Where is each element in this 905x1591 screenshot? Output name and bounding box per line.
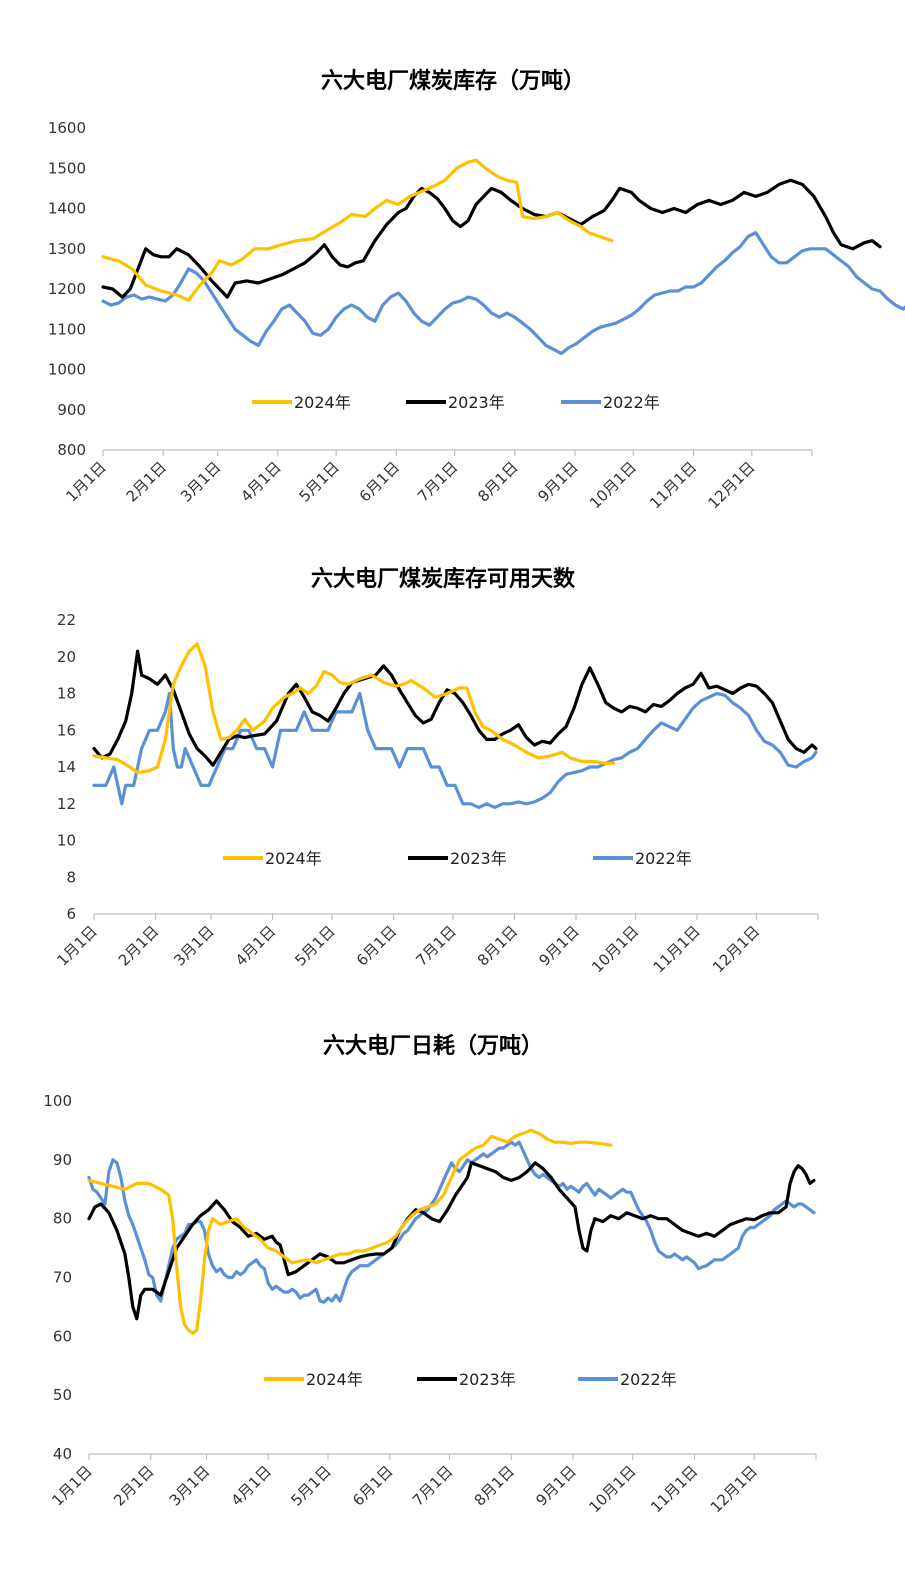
y-tick-label: 60 <box>53 1327 72 1345</box>
y-tick-label: 8 <box>66 868 76 886</box>
y-tick-label: 900 <box>57 401 86 419</box>
y-tick-label: 12 <box>57 795 76 813</box>
legend-label: 2022年 <box>603 393 660 412</box>
y-tick-label: 80 <box>53 1210 72 1228</box>
x-tick-label: 4月1日 <box>232 922 279 969</box>
y-tick-label: 40 <box>53 1445 72 1463</box>
x-tick-label: 2月1日 <box>110 1462 157 1509</box>
legend-label: 2024年 <box>306 1370 363 1389</box>
y-tick-label: 16 <box>57 721 76 739</box>
legend-label: 2024年 <box>265 849 322 868</box>
x-tick-label: 7月1日 <box>412 922 459 969</box>
series-line-2024 <box>101 158 614 302</box>
x-tick-label: 12月1日 <box>704 458 758 512</box>
legend-label: 2022年 <box>620 1370 677 1389</box>
legend-label: 2023年 <box>450 849 507 868</box>
x-tick-label: 10月1日 <box>588 922 642 976</box>
x-tick-label: 11月1日 <box>646 458 700 512</box>
x-tick-label: 6月1日 <box>353 922 400 969</box>
x-tick-label: 4月1日 <box>228 1462 275 1509</box>
series-line-2023 <box>92 649 818 767</box>
x-tick-label: 1月1日 <box>48 1462 95 1509</box>
y-tick-label: 90 <box>53 1151 72 1169</box>
x-tick-label: 8月1日 <box>474 458 521 505</box>
x-tick-label: 12月1日 <box>709 922 763 976</box>
x-tick-label: 11月1日 <box>647 1462 701 1516</box>
y-tick-label: 1600 <box>48 119 86 137</box>
x-tick-label: 2月1日 <box>115 922 162 969</box>
y-tick-label: 800 <box>57 441 86 459</box>
y-tick-label: 50 <box>53 1386 72 1404</box>
chart-title: 六大电厂日耗（万吨） <box>323 1033 543 1059</box>
y-tick-label: 14 <box>57 758 76 776</box>
y-tick-label: 6 <box>66 905 76 923</box>
x-tick-label: 1月1日 <box>53 922 100 969</box>
x-tick-label: 10月1日 <box>585 1462 639 1516</box>
x-tick-label: 6月1日 <box>356 458 403 505</box>
y-tick-label: 20 <box>57 648 76 666</box>
chart-panel-consumption: 六大电厂日耗（万吨） 40 50 60 70 80 90 100 1月1日 2月1日 3月1日 4月1… <box>0 1010 905 1591</box>
y-tick-label: 10 <box>57 832 76 850</box>
x-tick-label: 9月1日 <box>534 458 581 505</box>
series-line-2023 <box>101 178 882 299</box>
y-tick-label: 22 <box>57 611 76 629</box>
chart-available-days: 六大电厂煤炭库存可用天数 6 8 10 12 14 16 18 20 22 1月1日 2月1日 3月1日… <box>53 566 819 976</box>
x-tick-label: 3月1日 <box>166 1462 213 1509</box>
x-tick-label: 5月1日 <box>295 458 342 505</box>
series-line-2022 <box>87 1140 816 1304</box>
x-tick-label: 8月1日 <box>474 922 521 969</box>
x-tick-label: 12月1日 <box>707 1462 761 1516</box>
chart-panel-days: 六大电厂煤炭库存可用天数 6 8 10 12 14 16 18 20 22 1月1日 2月1日 3月1日… <box>0 540 905 1000</box>
x-tick-label: 4月1日 <box>237 458 284 505</box>
series-line-2024 <box>92 642 616 775</box>
x-tick-label: 11月1日 <box>650 922 704 976</box>
series-line-2024 <box>87 1128 613 1335</box>
y-tick-label: 1000 <box>48 361 86 379</box>
legend-label: 2022年 <box>635 849 692 868</box>
x-tick-label: 5月1日 <box>291 922 338 969</box>
y-tick-label: 1500 <box>48 159 86 177</box>
x-tick-label: 10月1日 <box>586 458 640 512</box>
y-tick-label: 1400 <box>48 200 86 218</box>
x-tick-label: 9月1日 <box>535 922 582 969</box>
chart-panel-inventory: 六大电厂煤炭库存（万吨） 800 900 1000 1100 1200 1300 1400 15… <box>0 0 905 530</box>
y-tick-label: 1200 <box>48 280 86 298</box>
x-tick-label: 7月1日 <box>409 1462 456 1509</box>
x-tick-label: 5月1日 <box>287 1462 334 1509</box>
y-tick-label: 100 <box>43 1092 72 1110</box>
x-tick-label: 6月1日 <box>349 1462 396 1509</box>
legend-label: 2023年 <box>448 393 505 412</box>
x-tick-label: 3月1日 <box>177 458 224 505</box>
chart-inventory: 六大电厂煤炭库存（万吨） 800 900 1000 1100 1200 1300 1400 15… <box>48 68 905 512</box>
x-tick-label: 8月1日 <box>471 1462 518 1509</box>
y-tick-label: 18 <box>57 685 76 703</box>
chart-title: 六大电厂煤炭库存（万吨） <box>321 68 585 94</box>
legend-label: 2024年 <box>294 393 351 412</box>
x-tick-label: 1月1日 <box>62 458 109 505</box>
series-line-2022 <box>92 691 818 809</box>
x-tick-label: 7月1日 <box>414 458 461 505</box>
x-tick-label: 9月1日 <box>532 1462 579 1509</box>
x-tick-label: 2月1日 <box>123 458 170 505</box>
x-tick-label: 3月1日 <box>170 922 217 969</box>
chart-daily-consumption: 六大电厂日耗（万吨） 40 50 60 70 80 90 100 1月1日 2月1日 3月1日 4月1… <box>43 1033 817 1516</box>
chart-title: 六大电厂煤炭库存可用天数 <box>311 566 576 592</box>
legend-label: 2023年 <box>459 1370 516 1389</box>
series-line-2022 <box>101 231 905 355</box>
y-tick-label: 1300 <box>48 240 86 258</box>
y-tick-label: 1100 <box>48 320 86 338</box>
y-tick-label: 70 <box>53 1269 72 1287</box>
series-line-2023 <box>87 1161 816 1321</box>
